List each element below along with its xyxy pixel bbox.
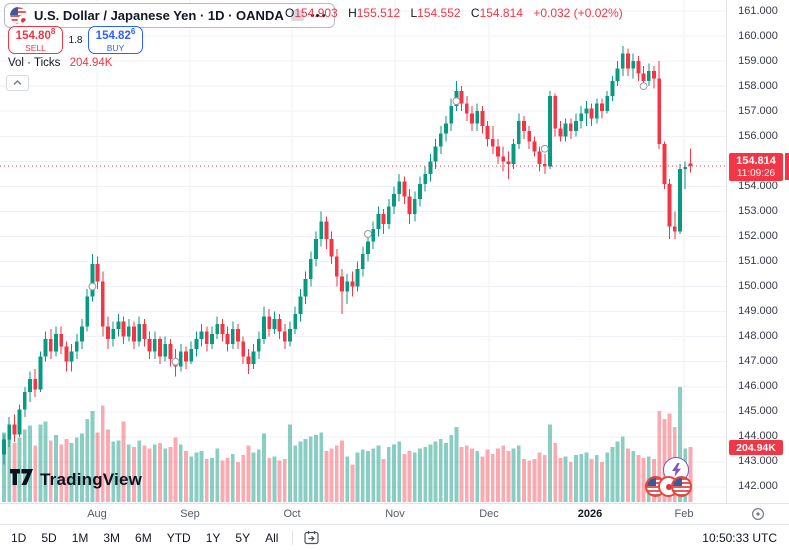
price-tick-label: 147.000 bbox=[738, 355, 778, 368]
range-button-3m[interactable]: 3M bbox=[103, 530, 121, 545]
watermark-text: TradingView bbox=[40, 469, 143, 489]
change-value: +0.032 (+0.02%) bbox=[533, 6, 623, 20]
range-button-all[interactable]: All bbox=[265, 530, 279, 545]
open-value: 154.903 bbox=[294, 6, 338, 20]
sell-label: SELL bbox=[25, 42, 46, 53]
volume-study-label: Vol · Ticks bbox=[8, 57, 61, 69]
price-tick-label: 153.000 bbox=[738, 204, 778, 217]
event-marker[interactable] bbox=[452, 97, 461, 106]
chart-pane[interactable]: U.S. Dollar / Japanese Yen · 1D · OANDA … bbox=[0, 0, 726, 503]
event-marker[interactable] bbox=[639, 82, 648, 91]
time-axis[interactable]: Aug Sep Oct Nov Dec 2026 Feb bbox=[0, 503, 789, 524]
price-tick-label: 150.000 bbox=[738, 280, 778, 293]
time-tick-label: Feb bbox=[674, 508, 694, 520]
pane-collapse-button[interactable] bbox=[6, 75, 29, 91]
bottom-toolbar: 1D 5D 1M 3M 6M YTD 1Y 5Y All 10:50:33 UTC bbox=[0, 524, 789, 550]
toolbar-divider bbox=[292, 530, 294, 545]
time-tick-label: Oct bbox=[283, 508, 301, 520]
event-marker[interactable] bbox=[540, 144, 549, 153]
buy-button[interactable]: 154.826 BUY bbox=[88, 26, 143, 54]
low-value: 154.552 bbox=[417, 6, 461, 20]
sell-price: 154.80 bbox=[15, 29, 51, 42]
trade-buttons: 154.808 SELL 1.8 154.826 BUY bbox=[8, 26, 143, 54]
more-options-icon[interactable] bbox=[310, 12, 325, 19]
flags-cluster-icon bbox=[645, 476, 692, 497]
us-flag-icon bbox=[671, 476, 692, 497]
time-tick-label: Nov bbox=[385, 508, 405, 520]
candlestick-plot[interactable] bbox=[0, 0, 726, 503]
calendar-icon bbox=[304, 531, 319, 545]
price-tick-label: 146.000 bbox=[738, 380, 778, 393]
last-price-strip bbox=[785, 152, 789, 180]
price-tick-label: 154.000 bbox=[738, 179, 778, 192]
tradingview-logo-icon bbox=[10, 469, 33, 490]
symbol-title: U.S. Dollar / Japanese Yen · 1D · OANDA bbox=[34, 8, 284, 23]
price-tick-label: 157.000 bbox=[738, 104, 778, 117]
sell-button[interactable]: 154.808 SELL bbox=[8, 26, 63, 54]
close-value: 154.814 bbox=[479, 6, 523, 20]
price-tick-label: 151.000 bbox=[738, 255, 778, 267]
ohlc-readout: O154.903 H155.512 L154.552 C154.814 +0.0… bbox=[285, 6, 623, 20]
range-selector: 1D 5D 1M 3M 6M YTD 1Y 5Y All bbox=[4, 528, 285, 548]
range-button-6m[interactable]: 6M bbox=[135, 530, 152, 545]
high-label: H bbox=[348, 6, 357, 20]
spread-value: 1.8 bbox=[68, 34, 83, 46]
price-tick-label: 156.000 bbox=[738, 129, 778, 142]
low-label: L bbox=[410, 6, 418, 20]
volume-study-value: 204.94K bbox=[69, 57, 113, 69]
buy-price: 154.82 bbox=[95, 29, 131, 42]
target-icon[interactable] bbox=[751, 507, 765, 521]
tradingview-watermark: TradingView bbox=[10, 469, 142, 490]
range-button-1d[interactable]: 1D bbox=[11, 530, 27, 545]
time-tick-label: Aug bbox=[87, 508, 107, 520]
open-label: O bbox=[285, 6, 295, 20]
price-tick-label: 143.000 bbox=[738, 455, 778, 468]
event-marker[interactable] bbox=[171, 357, 180, 366]
time-tick-label: Sep bbox=[180, 508, 200, 520]
price-tick-label: 158.000 bbox=[738, 79, 778, 92]
bar-countdown: 11:09:26 bbox=[736, 167, 776, 179]
buy-label: BUY bbox=[106, 42, 125, 53]
price-tick-label: 144.000 bbox=[738, 430, 778, 443]
price-tick-label: 159.000 bbox=[738, 54, 778, 67]
buy-price-sup: 6 bbox=[130, 26, 136, 36]
instrument-flag-icon bbox=[10, 7, 27, 24]
price-tick-label: 142.000 bbox=[738, 480, 778, 493]
price-tick-label: 152.000 bbox=[738, 229, 778, 242]
chevron-up-icon bbox=[13, 80, 22, 85]
event-marker[interactable] bbox=[88, 282, 97, 291]
last-price-label: 154.814 11:09:26 bbox=[729, 152, 783, 181]
range-button-ytd[interactable]: YTD bbox=[166, 530, 191, 545]
market-status-icon bbox=[290, 10, 304, 21]
range-button-5y[interactable]: 5Y bbox=[235, 530, 251, 545]
time-tick-label: 2026 bbox=[577, 508, 603, 520]
last-price-value: 154.814 bbox=[736, 154, 776, 167]
volume-study-row: Vol · Ticks 204.94K bbox=[8, 57, 112, 69]
go-to-date-button[interactable] bbox=[300, 528, 322, 548]
time-tick-label: Dec bbox=[479, 508, 499, 520]
close-label: C bbox=[470, 6, 480, 20]
price-tick-label: 160.000 bbox=[738, 29, 778, 42]
timezone-button[interactable]: 10:50:33 UTC bbox=[702, 530, 777, 545]
price-tick-label: 161.000 bbox=[738, 4, 778, 17]
price-tick-label: 149.000 bbox=[738, 305, 778, 318]
symbol-legend[interactable]: U.S. Dollar / Japanese Yen · 1D · OANDA bbox=[4, 3, 335, 28]
price-tick-label: 148.000 bbox=[738, 330, 778, 343]
price-axis[interactable]: 161.000 160.000 159.000 158.000 157.000 156.0… bbox=[726, 0, 789, 503]
event-marker[interactable] bbox=[364, 230, 372, 238]
high-value: 155.512 bbox=[356, 6, 401, 20]
price-tick-label: 145.000 bbox=[738, 405, 778, 418]
range-button-1m[interactable]: 1M bbox=[71, 530, 89, 545]
range-button-1y[interactable]: 1Y bbox=[205, 530, 221, 545]
sell-price-sup: 8 bbox=[50, 26, 56, 36]
range-button-5d[interactable]: 5D bbox=[41, 530, 57, 545]
volume-axis-label: 204.94K bbox=[729, 440, 783, 456]
